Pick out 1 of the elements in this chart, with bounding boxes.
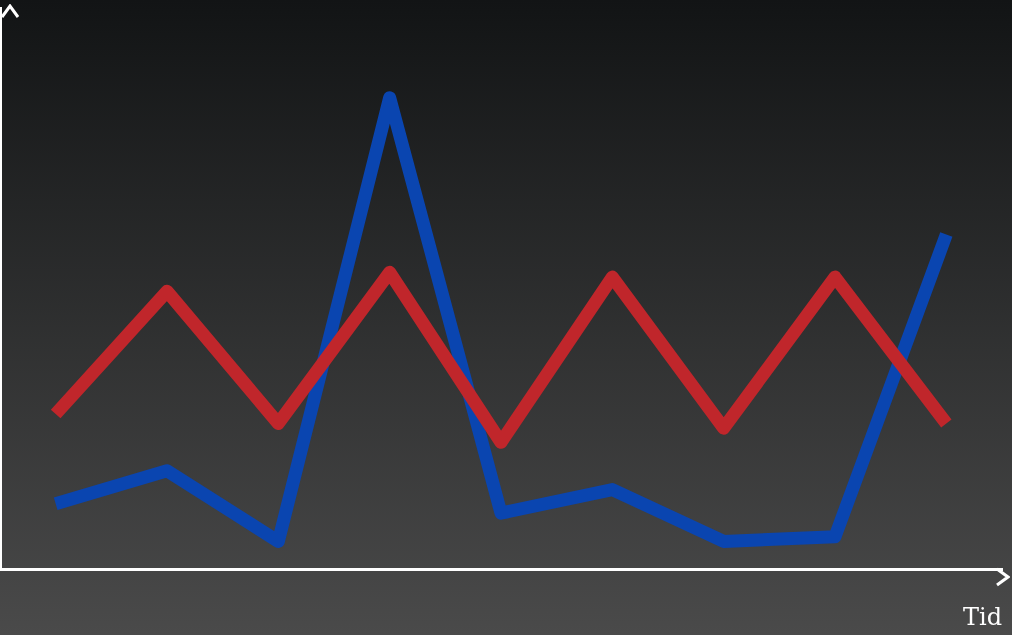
x-axis-title: Tid bbox=[962, 602, 1002, 631]
